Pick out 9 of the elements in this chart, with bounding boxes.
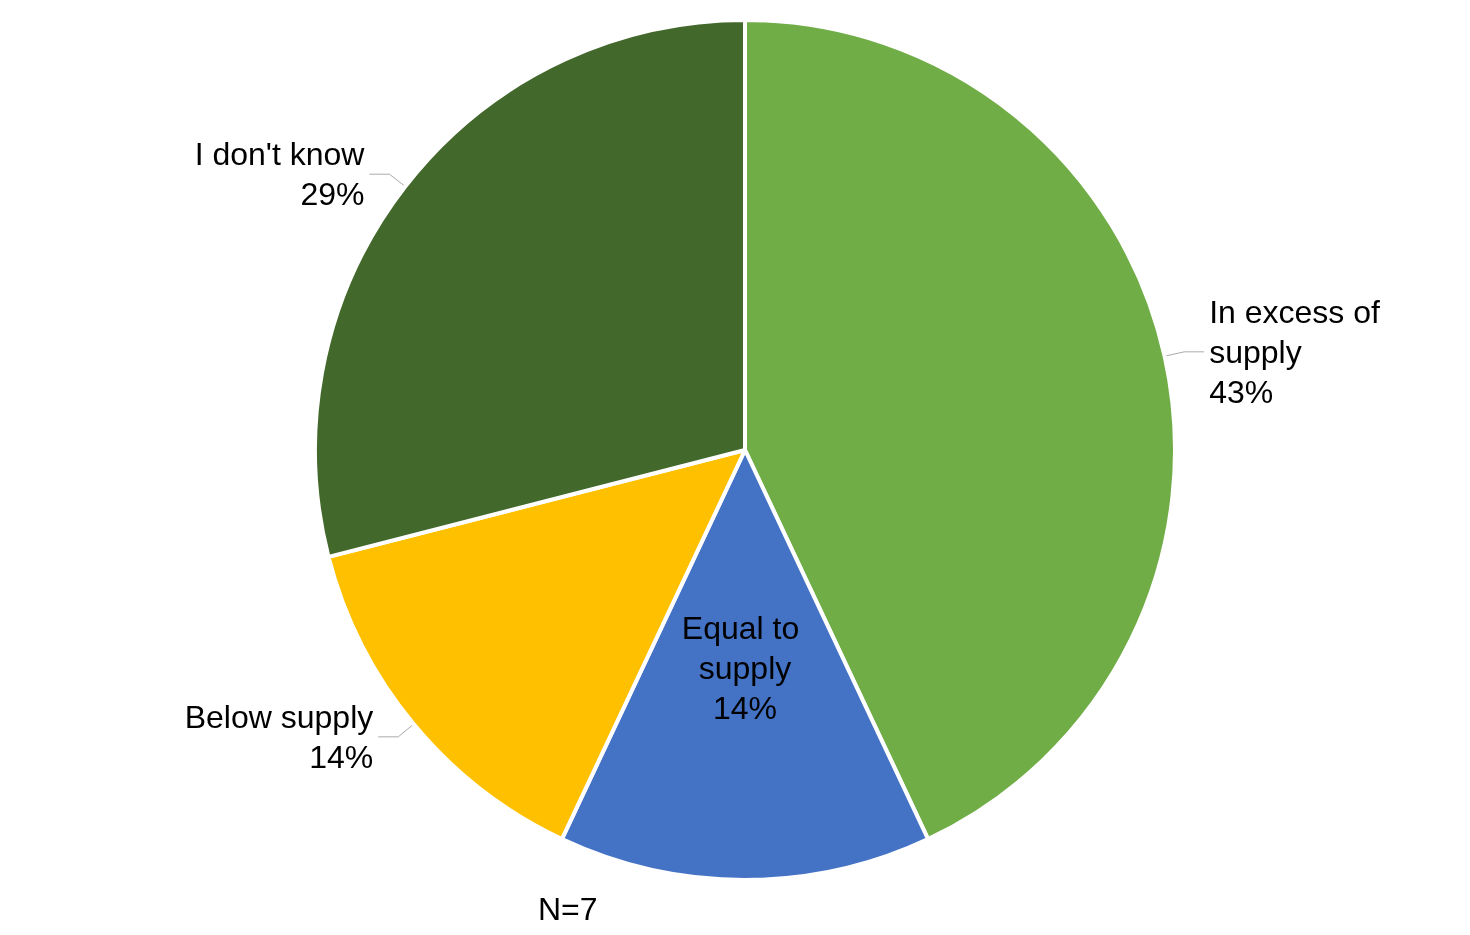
slice-label: I don't know xyxy=(194,136,366,173)
data-label: 43% xyxy=(1209,373,1274,410)
data-label: 29% xyxy=(300,176,365,213)
slice-label: Below supply xyxy=(184,698,374,735)
data-label: 14% xyxy=(712,690,778,726)
text: N=7 xyxy=(538,891,598,927)
data-label: 14% xyxy=(309,738,374,775)
slice-label: In excess of supply xyxy=(1209,293,1389,370)
slice-label: Equal to supply xyxy=(681,610,809,686)
